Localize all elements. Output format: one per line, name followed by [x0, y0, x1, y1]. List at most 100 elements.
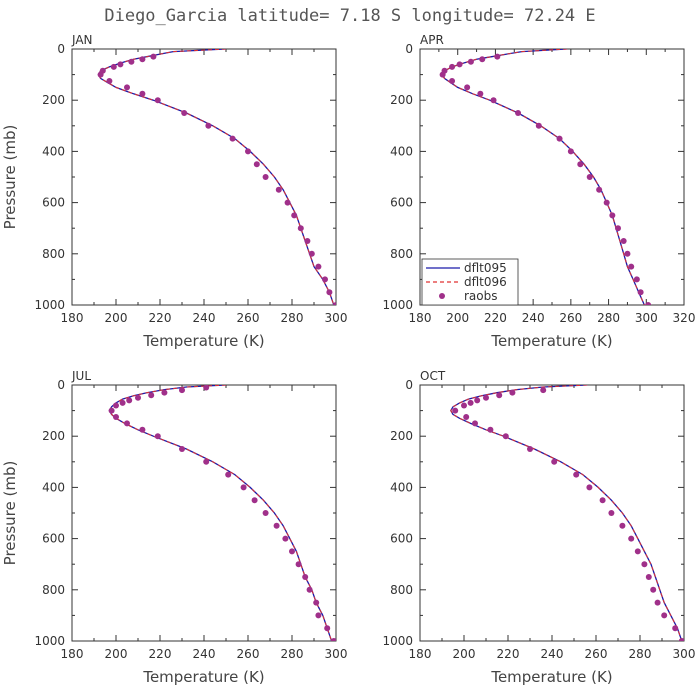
raobs-point [117, 61, 124, 68]
raobs-point [463, 414, 470, 420]
panel-label: JUL [71, 369, 91, 383]
panel-label: APR [420, 33, 444, 47]
raobs-point [596, 186, 603, 193]
raobs-point [326, 289, 333, 296]
plot-frame [71, 384, 337, 642]
y-tick-label: 200 [42, 429, 65, 443]
x-tick-label: 240 [541, 647, 564, 661]
raobs-point [289, 548, 295, 555]
y-tick-label: 0 [405, 378, 413, 392]
y-tick-label: 600 [390, 196, 413, 210]
legend-box [421, 258, 519, 306]
x-tick-label: 200 [446, 311, 469, 325]
y-tick-label: 800 [42, 583, 65, 597]
x-tick-label: 260 [237, 311, 260, 325]
raobs-point [619, 522, 626, 529]
y-tick-label: 200 [390, 93, 413, 107]
raobs-point [624, 250, 631, 257]
raobs-point [456, 61, 463, 68]
raobs-point [509, 389, 516, 396]
raobs-point [474, 397, 481, 404]
x-tick-label: 240 [193, 311, 216, 325]
raobs-point [154, 97, 161, 104]
panel-jul: 180 200 220 240 260 280 300 0 200 400 600 800 1000 JU… [1, 369, 347, 686]
raobs-point [113, 402, 119, 409]
raobs-point [128, 58, 135, 65]
raobs-point [110, 63, 117, 70]
raobs-point [487, 426, 494, 433]
raobs-point [273, 522, 280, 529]
y-tick-label: 400 [390, 144, 413, 158]
raobs-point [645, 302, 652, 305]
raobs-point [577, 161, 584, 168]
x-tick-label: 280 [281, 647, 304, 661]
raobs-point [306, 586, 313, 593]
raobs-point [333, 302, 336, 305]
y-tick-label: 800 [390, 247, 413, 261]
raobs-point [603, 199, 610, 206]
x-tick-label: 300 [325, 647, 348, 661]
y-tick-label: 600 [42, 532, 65, 546]
panel-label: JAN [71, 33, 93, 47]
raobs-point [297, 225, 304, 232]
y-tick-label: 0 [405, 42, 413, 56]
dflt095-line [97, 49, 335, 305]
raobs-point [124, 84, 130, 91]
panel-label: OCT [420, 369, 446, 383]
raobs-point [139, 56, 146, 63]
raobs-point [609, 212, 616, 219]
x-tick-label: 180 [61, 311, 84, 325]
raobs-point [113, 414, 119, 420]
y-tick-label: 1000 [382, 298, 413, 312]
x-tick-label: 300 [673, 647, 696, 661]
raobs-point [567, 148, 574, 155]
legend-marker-raobs [439, 293, 445, 299]
series-group [97, 49, 336, 305]
raobs-point [654, 599, 661, 606]
raobs-point [315, 612, 322, 619]
raobs-point [253, 161, 260, 168]
raobs-point [661, 612, 668, 619]
y-axis-label: Pressure (mb) [1, 125, 19, 230]
y-tick-label: 800 [390, 583, 413, 597]
raobs-point [313, 599, 320, 606]
raobs-point [637, 289, 644, 296]
series-group [108, 385, 336, 641]
raobs-point [282, 535, 289, 542]
raobs-point [586, 174, 593, 180]
x-tick-label: 300 [635, 311, 658, 325]
raobs-point [608, 510, 615, 516]
raobs-point [139, 90, 146, 97]
panel-apr: 180 200 220 240 260 280 300 320 0 200 400 600 800 100… [382, 33, 695, 350]
x-tick-label: 260 [237, 647, 260, 661]
raobs-point [452, 407, 459, 414]
raobs-point [97, 71, 104, 78]
y-tick-label: 400 [390, 480, 413, 494]
raobs-point [124, 420, 130, 427]
raobs-point [262, 174, 269, 180]
raobs-point [449, 63, 456, 70]
raobs-point [477, 90, 484, 97]
raobs-point [304, 238, 311, 244]
panel-jan: 180 200 220 240 260 280 300 0 200 400 600 800 1000 JA… [1, 33, 347, 350]
y-tick-label: 800 [42, 247, 65, 261]
plot-frame [71, 48, 337, 306]
raobs-point [108, 407, 115, 414]
raobs-point [308, 250, 315, 257]
raobs-point [672, 625, 679, 632]
raobs-point [615, 225, 621, 232]
series-group [439, 49, 652, 305]
dflt095-line [108, 385, 333, 641]
raobs-point [135, 394, 141, 401]
raobs-point [449, 78, 456, 84]
raobs-point [633, 276, 640, 283]
raobs-point [203, 458, 210, 465]
raobs-point [461, 402, 467, 409]
raobs-point [205, 122, 212, 129]
raobs-point [479, 56, 486, 63]
raobs-point [620, 238, 627, 244]
raobs-point [496, 392, 503, 399]
dflt096-line [97, 49, 335, 305]
